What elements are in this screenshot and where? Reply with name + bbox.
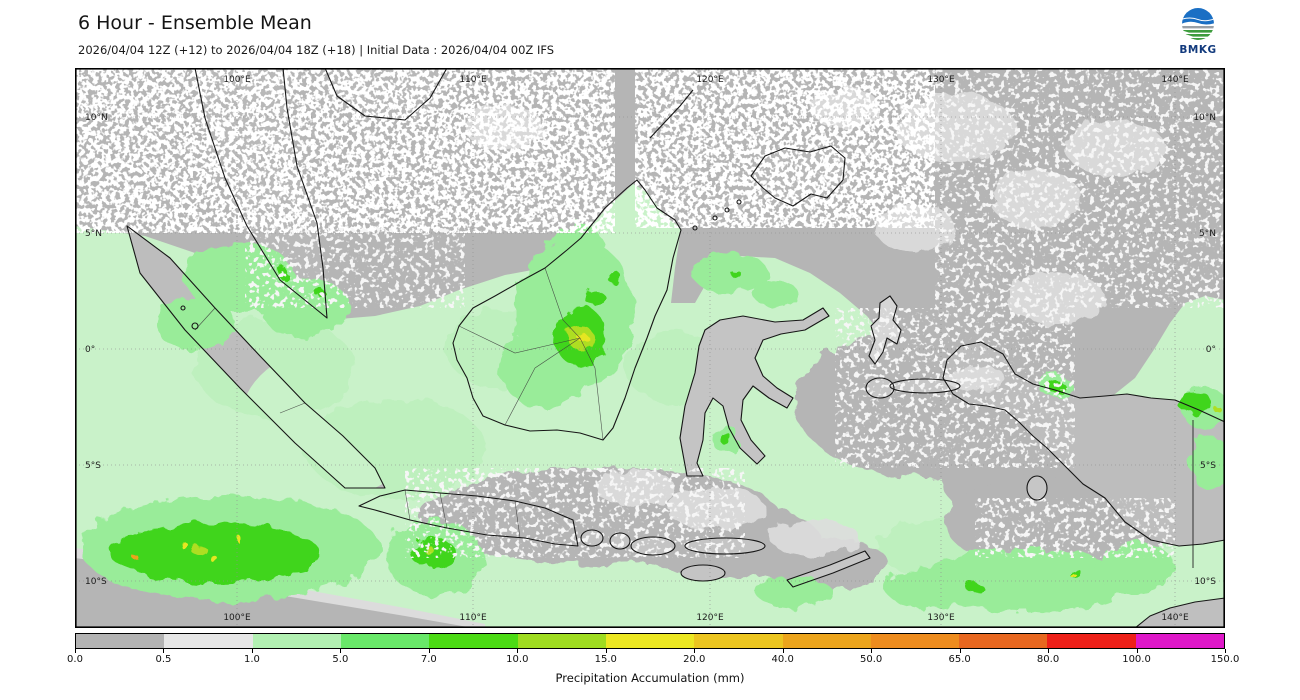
lon-tick-bottom: 130°E [927,613,955,623]
lat-tick-left: 10°S [85,577,107,587]
colorbar-tick-mark [694,649,696,653]
colorbar-tick-mark [605,649,607,653]
colorbar-tick-mark [163,649,165,653]
colorbar-tick-label: 150.0 [1210,654,1240,665]
lat-tick-right: 0° [1206,345,1216,355]
lon-tick-top: 120°E [696,75,724,85]
colorbar-tick-label: 65.0 [948,654,971,665]
lat-tick-right: 5°S [1200,461,1216,471]
lat-tick-left: 5°N [85,229,102,239]
lon-tick-bottom: 140°E [1161,613,1189,623]
colorbar [75,633,1225,649]
colorbar-tick-mark [517,649,519,653]
colorbar-label: Precipitation Accumulation (mm) [555,671,745,685]
lat-tick-right: 10°S [1194,577,1216,587]
lat-tick-right: 5°N [1199,229,1216,239]
colorbar-segment [252,634,341,648]
lon-tick-top: 130°E [927,75,955,85]
bmkg-logo: BMKG [1176,7,1220,56]
colorbar-tick-mark [75,649,76,653]
speckle-noise [75,68,1225,558]
colorbar-tick-label: 0.0 [67,654,83,665]
lon-tick-bottom: 120°E [696,613,724,623]
page-title: 6 Hour - Ensemble Mean [78,12,312,34]
colorbar-tick-label: 7.0 [420,654,437,665]
colorbar-tick-mark [871,649,873,653]
colorbar-tick-label: 15.0 [594,654,617,665]
colorbar-segment [340,634,430,648]
colorbar-segment [1047,634,1136,648]
axis-tick-labels: 100°E 110°E 120°E 130°E 140°E 100°E 110°… [85,75,1216,623]
colorbar-tick-mark [1048,649,1050,653]
colorbar-segment [1135,634,1225,648]
lat-tick-left: 0° [85,345,95,355]
colorbar-tick-label: 10.0 [506,654,529,665]
colorbar-segment [517,634,606,648]
colorbar-tick-label: 40.0 [771,654,794,665]
colorbar-tick-mark [1136,649,1138,653]
colorbar-tick-label: 80.0 [1036,654,1060,665]
lon-tick-top: 100°E [223,75,251,85]
lat-tick-right: 10°N [1193,113,1216,123]
colorbar-segment [694,634,783,648]
graticule [75,68,1225,628]
colorbar-tick-label: 100.0 [1122,654,1151,665]
colorbar-segment [782,634,871,648]
colorbar-segment [959,634,1048,648]
colorbar-tick-label: 20.0 [683,654,706,665]
colorbar-tick-label: 1.0 [243,654,260,665]
lon-tick-top: 110°E [459,75,487,85]
colorbar-ticks: 0.0 0.5 1.0 5.0 7.0 10.0 15.0 20.0 40.0 … [67,649,1239,669]
colorbar-tick-label: 0.5 [155,654,172,665]
colorbar-tick-mark [1225,649,1226,653]
colorbar-segment [164,634,253,648]
colorbar-tick-mark [782,649,784,653]
lon-tick-bottom: 100°E [223,613,251,623]
colorbar-segment [76,634,165,648]
colorbar-tick-mark [959,649,961,653]
colorbar-tick-label: 50.0 [860,654,883,665]
colorbar-segment [870,634,960,648]
map-canvas: 100°E 110°E 120°E 130°E 140°E 100°E 110°… [75,67,1230,630]
lon-tick-bottom: 110°E [459,613,487,623]
colorbar-tick-mark [428,649,430,653]
colorbar-segment [605,634,695,648]
lon-tick-top: 140°E [1161,75,1189,85]
colorbar-tick-mark [251,649,253,653]
province-boundaries [194,267,604,539]
lat-tick-left: 5°S [85,461,101,471]
map-frame [75,68,1226,629]
lat-tick-left: 10°N [85,113,108,123]
bmkg-logo-icon [1182,8,1214,40]
bmkg-logo-label: BMKG [1179,44,1217,56]
coastlines [126,67,1226,629]
colorbar-tick-mark [340,649,342,653]
precipitation-map: 100°E 110°E 120°E 130°E 140°E 100°E 110°… [75,67,1230,630]
forecast-valid-time: 2026/04/04 12Z (+12) to 2026/04/04 18Z (… [78,43,555,57]
colorbar-tick-label: 5.0 [332,654,349,665]
colorbar-segment [429,634,518,648]
